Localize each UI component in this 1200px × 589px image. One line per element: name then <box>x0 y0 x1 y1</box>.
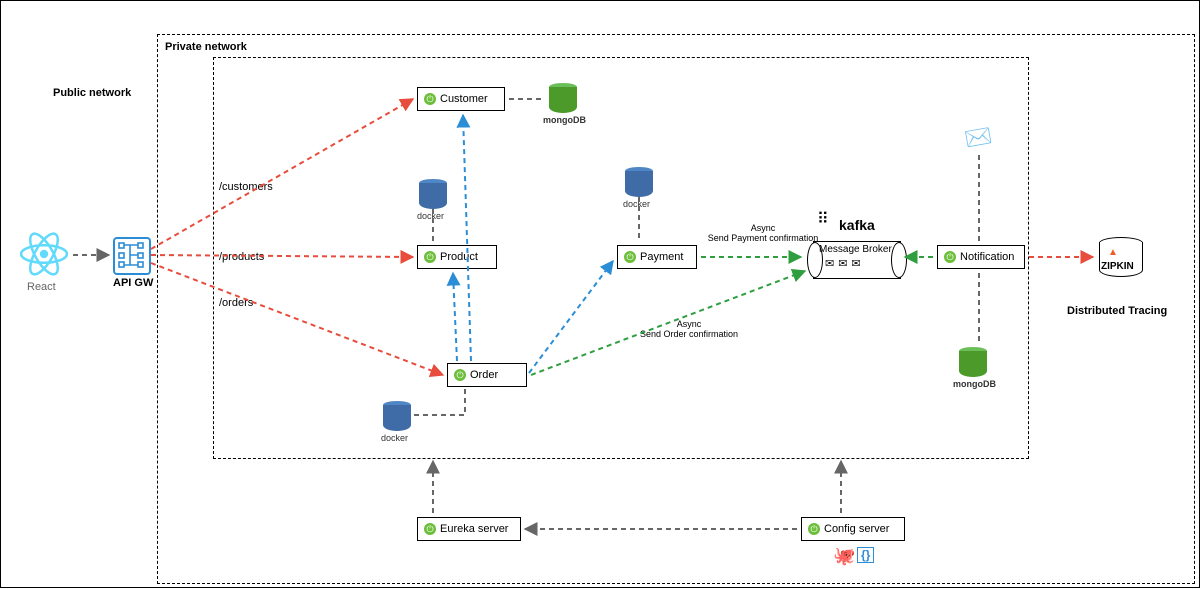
docker-payment-icon <box>625 167 653 197</box>
service-label: Config server <box>824 523 889 535</box>
kafka-icon: ⠿ <box>817 212 829 228</box>
zipkin-caption: Distributed Tracing <box>1067 305 1167 317</box>
mail-icon: ✉️ <box>963 125 994 151</box>
api-gateway-label: API GW <box>113 277 153 289</box>
mongo-notification-label: mongoDB <box>953 379 996 389</box>
docker-order-icon <box>383 401 411 431</box>
service-config: Config server <box>801 517 905 541</box>
service-order: Order <box>447 363 527 387</box>
docker-order-label: docker <box>381 433 408 443</box>
service-product: Product <box>417 245 497 269</box>
private-network-label: Private network <box>165 41 247 53</box>
service-label: Payment <box>640 251 683 263</box>
docker-payment-label: docker <box>623 199 650 209</box>
spring-icon <box>808 523 820 535</box>
service-payment: Payment <box>617 245 697 269</box>
service-label: Eureka server <box>440 523 508 535</box>
service-label: Order <box>470 369 498 381</box>
service-label: Customer <box>440 93 488 105</box>
service-label: Product <box>440 251 478 263</box>
diagram-canvas: Public network Private network React API… <box>0 0 1200 588</box>
api-gateway-icon <box>113 237 151 275</box>
react-icon <box>19 229 69 279</box>
mongo-notification-icon <box>959 347 987 377</box>
github-icon: 🐙 <box>833 547 855 565</box>
async-order-label: Async Send Order confirmation <box>640 319 738 339</box>
route-products-label: /products <box>219 251 264 263</box>
zipkin-name: ZIPKIN <box>1101 261 1134 272</box>
react-label: React <box>27 281 56 293</box>
async-payment-label: Async Send Payment confirmation <box>708 223 819 243</box>
service-customer: Customer <box>417 87 505 111</box>
route-customers-label: /customers <box>219 181 273 193</box>
spring-icon <box>624 251 636 263</box>
public-network-label: Public network <box>53 87 131 99</box>
spring-icon <box>424 93 436 105</box>
docker-product-icon <box>419 179 447 209</box>
kafka-label: kafka <box>839 217 875 233</box>
service-notification: Notification <box>937 245 1025 269</box>
spring-icon <box>424 523 436 535</box>
json-icon: {} <box>857 547 874 563</box>
zipkin-label: ▲ <box>1108 247 1118 258</box>
message-broker-envelopes: ✉✉✉ <box>825 257 865 270</box>
spring-icon <box>454 369 466 381</box>
spring-icon <box>944 251 956 263</box>
mongo-customer-label: mongoDB <box>543 115 586 125</box>
mongo-customer-icon <box>549 83 577 113</box>
route-orders-label: /orders <box>219 297 253 309</box>
service-eureka: Eureka server <box>417 517 521 541</box>
message-broker-label: Message Broker <box>819 244 892 255</box>
docker-product-label: docker <box>417 211 444 221</box>
service-label: Notification <box>960 251 1014 263</box>
spring-icon <box>424 251 436 263</box>
